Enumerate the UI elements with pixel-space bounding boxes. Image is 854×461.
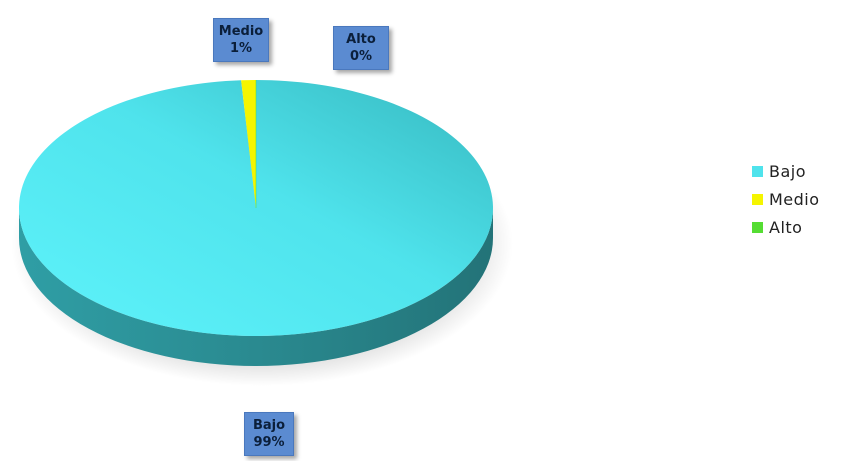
pie-slice-medio bbox=[241, 80, 256, 208]
legend-swatch-alto bbox=[752, 221, 763, 233]
data-label-bajo-value: 99% bbox=[253, 435, 285, 450]
data-label-alto-value: 0% bbox=[349, 49, 373, 64]
data-label-bajo-name: Bajo bbox=[252, 418, 286, 433]
legend-swatch-bajo bbox=[752, 165, 763, 177]
legend: Bajo Medio Alto bbox=[752, 157, 820, 241]
legend-item-medio: Medio bbox=[752, 185, 820, 213]
pie-slice-bajo bbox=[18, 80, 494, 337]
legend-label-medio: Medio bbox=[769, 189, 820, 209]
legend-item-alto: Alto bbox=[752, 213, 820, 241]
data-label-alto: Alto 0% bbox=[333, 26, 389, 70]
pie-side-wall bbox=[19, 208, 493, 366]
legend-label-alto: Alto bbox=[769, 217, 803, 237]
data-label-bajo: Bajo 99% bbox=[244, 412, 294, 456]
data-label-medio-name: Medio bbox=[218, 24, 264, 39]
data-label-medio-value: 1% bbox=[229, 41, 253, 56]
legend-item-bajo: Bajo bbox=[752, 157, 820, 185]
data-label-alto-name: Alto bbox=[346, 32, 376, 47]
legend-label-bajo: Bajo bbox=[769, 161, 807, 181]
data-label-medio: Medio 1% bbox=[213, 18, 269, 62]
legend-swatch-medio bbox=[752, 193, 763, 205]
